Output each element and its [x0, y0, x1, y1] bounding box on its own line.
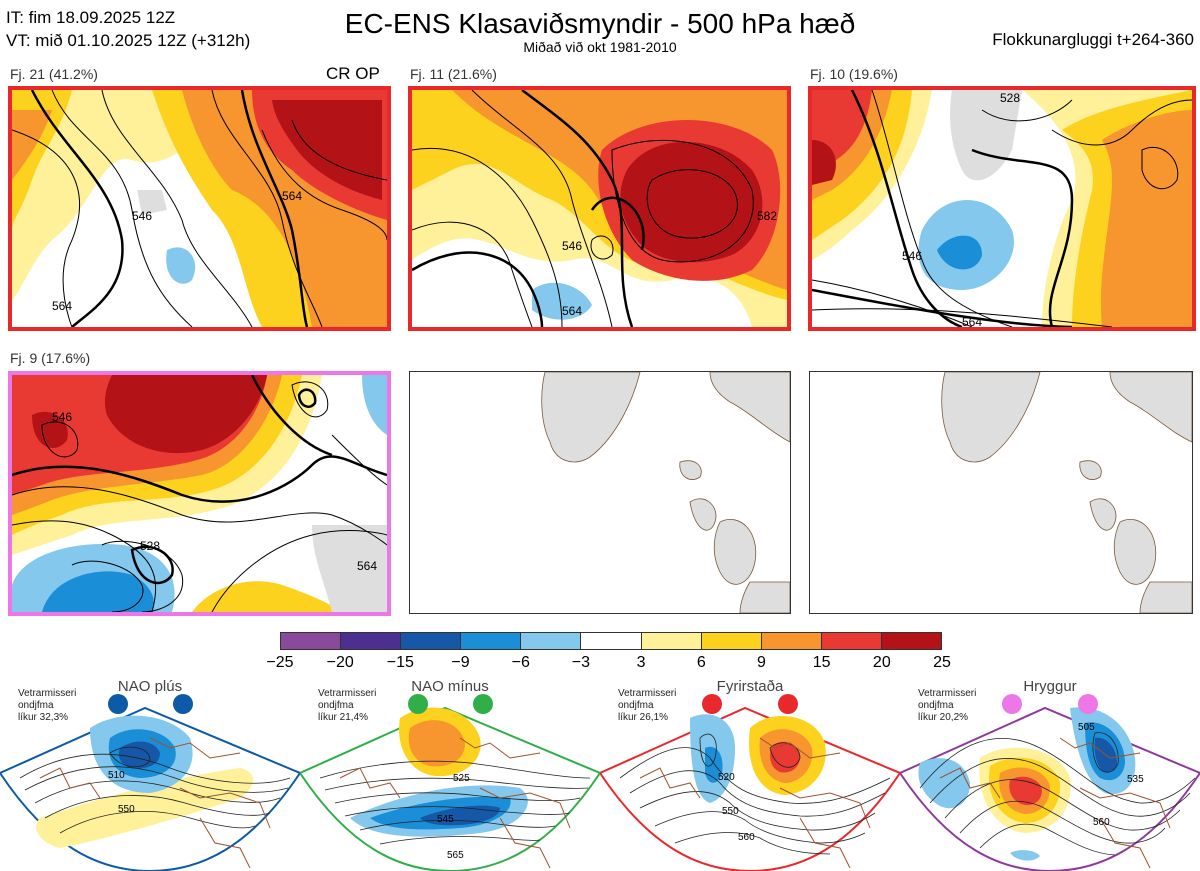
colorbar-tick: −6	[511, 654, 530, 671]
regime-note: Vetrarmisseri ondjfma líkur 20,2%	[918, 688, 976, 724]
svg-text:582: 582	[757, 209, 777, 223]
empty-map-5	[409, 371, 791, 614]
note-line-3: líkur 21,4%	[318, 712, 369, 723]
contour-label: 510	[108, 770, 125, 781]
colorbar-tick: −9	[451, 654, 470, 671]
colorbar-swatch	[581, 633, 642, 649]
svg-text:528: 528	[140, 539, 160, 553]
note-line-1: Vetrarmisseri	[18, 688, 77, 699]
regime-title: NAO plús	[117, 678, 183, 695]
cluster-1-label: Fj. 21 (41.2%)	[10, 66, 98, 82]
regime-note: Vetrarmisseri ondjfma líkur 26,1%	[618, 688, 676, 724]
cluster-2-label: Fj. 11 (21.6%)	[410, 66, 497, 82]
colorbar-tick: 25	[933, 654, 951, 671]
colorbar-tick: 3	[636, 654, 646, 671]
colorbar-tick: 9	[757, 654, 766, 671]
contour-label: 565	[447, 850, 464, 861]
contour-label: 560	[1093, 817, 1110, 828]
colorbar-tick: −15	[386, 654, 414, 671]
colorbar-swatch	[641, 633, 702, 649]
cluster-2-map[interactable]: 546 564 582	[408, 86, 791, 331]
init-time: IT: fim 18.09.2025 12Z	[6, 8, 176, 27]
contour-label: 550	[722, 806, 739, 817]
contour-label: 520	[718, 772, 735, 783]
colorbar-swatch	[341, 633, 402, 649]
note-line-3: líkur 26,1%	[618, 712, 669, 723]
page-title: EC-ENS Klasaviðsmyndir - 500 hPa hæð	[344, 8, 856, 39]
regime-blocking: Fyrirstaða Vetrarmisseri ondjfma líkur 2…	[600, 678, 900, 871]
colorbar-swatch	[401, 633, 462, 649]
note-line-1: Vetrarmisseri	[918, 688, 977, 699]
page-subtitle: Miðað við okt 1981-2010	[523, 39, 677, 55]
colorbar-swatch	[761, 633, 822, 649]
contour-label: 550	[118, 804, 135, 815]
colorbar-tick: 20	[872, 654, 891, 671]
colorbar-swatch	[281, 633, 342, 649]
note-line-2: ondjfma	[18, 700, 54, 711]
cluster-4-map[interactable]: 546 528 564	[8, 371, 391, 616]
note-line-2: ondjfma	[318, 700, 354, 711]
svg-text:564: 564	[52, 299, 72, 313]
note-line-1: Vetrarmisseri	[618, 688, 677, 699]
regime-nao-minus: NAO mínus Vetrarmisseri ondjfma líkur 21…	[300, 678, 600, 871]
note-line-3: líkur 20,2%	[918, 712, 969, 723]
contour-label: 525	[453, 773, 470, 784]
cluster-4-label: Fj. 9 (17.6%)	[10, 350, 91, 366]
colorbar-tick: −3	[571, 654, 591, 671]
classification-window: Flokkunargluggi t+264-360	[992, 30, 1194, 49]
contour-label: 505	[1078, 722, 1095, 733]
colorbar-swatch	[821, 633, 882, 649]
colorbar-swatch	[881, 633, 942, 649]
cluster-1-tag: CR OP	[326, 64, 380, 83]
svg-text:564: 564	[357, 559, 377, 573]
svg-text:546: 546	[902, 249, 922, 263]
svg-text:564: 564	[562, 304, 582, 318]
cluster-3-map[interactable]: 528 546 564	[808, 86, 1196, 331]
note-line-2: ondjfma	[918, 700, 954, 711]
colorbar-tick: 6	[696, 654, 706, 671]
valid-time: VT: mið 01.10.2025 12Z (+312h)	[6, 31, 251, 50]
colorbar	[280, 632, 942, 650]
cluster-3-label: Fj. 10 (19.6%)	[810, 66, 898, 82]
note-line-3: líkur 32,3%	[18, 712, 69, 723]
colorbar-swatch	[521, 633, 582, 649]
colorbar-tick: 15	[812, 654, 831, 671]
note-line-1: Vetrarmisseri	[318, 688, 377, 699]
svg-text:546: 546	[132, 209, 152, 223]
regime-note: Vetrarmisseri ondjfma líkur 21,4%	[318, 688, 376, 724]
contour-label: 535	[1127, 774, 1144, 785]
note-line-2: ondjfma	[618, 700, 654, 711]
colorbar-swatch	[701, 633, 762, 649]
regime-ridge: Hryggur Vetrarmisseri ondjfma líkur 20,2…	[900, 678, 1200, 871]
svg-text:528: 528	[1000, 91, 1020, 105]
regime-title: Hryggur	[1023, 678, 1077, 695]
svg-text:546: 546	[562, 239, 582, 253]
contour-label: 560	[738, 832, 755, 843]
regime-title: Fyrirstaða	[716, 678, 784, 695]
header-center: EC-ENS Klasaviðsmyndir - 500 hPa hæð Mið…	[0, 8, 1200, 54]
header-left: IT: fim 18.09.2025 12Z VT: mið 01.10.202…	[6, 6, 250, 52]
svg-text:564: 564	[962, 315, 982, 327]
svg-text:546: 546	[52, 410, 72, 424]
regime-note: Vetrarmisseri ondjfma líkur 32,3%	[18, 688, 76, 724]
regime-title: NAO mínus	[411, 678, 489, 695]
contour-label: 545	[437, 814, 454, 825]
empty-map-6	[809, 371, 1193, 614]
colorbar-tick: −20	[326, 654, 354, 671]
colorbar-swatch	[461, 633, 522, 649]
colorbar-tick: −25	[266, 654, 294, 671]
svg-text:564: 564	[282, 189, 302, 203]
regime-nao-plus: NAO plús Vetrarmisseri ondjfma líkur 32,…	[0, 678, 300, 871]
cluster-1-map[interactable]: 546 564 564	[8, 86, 391, 331]
